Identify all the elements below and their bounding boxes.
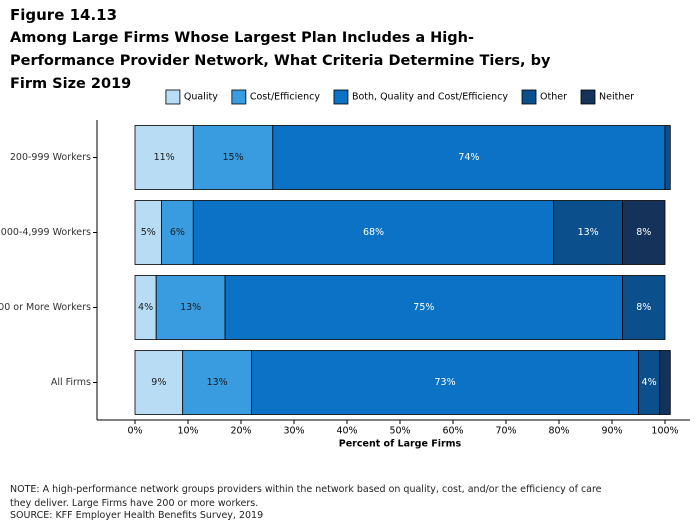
value-label: 4% [642, 377, 657, 388]
x-axis-label: Percent of Large Firms [339, 439, 462, 450]
legend-swatch [333, 89, 349, 105]
bar-segment [553, 200, 624, 265]
value-label: 13% [207, 377, 228, 388]
legend-swatch [165, 89, 181, 105]
value-label: 68% [363, 227, 384, 238]
chart: 0% 10% 20% 30% 40% 50% 60% 70% 80% 90% 100% Percent… [0, 89, 690, 450]
source: SOURCE: KFF Employer Health Benefits Sur… [10, 510, 264, 521]
bar-segment [622, 200, 666, 265]
y-tick-label: All Firms [51, 377, 91, 388]
legend-label: Cost/Efficiency [250, 92, 320, 103]
bar-segment [192, 200, 555, 265]
y-tick-label: 5,000 or More Workers [0, 302, 91, 313]
value-label: 9% [151, 377, 166, 388]
x-tick-label: 70% [495, 426, 516, 437]
legend-label: Quality [184, 92, 218, 103]
bar-segment [622, 275, 666, 340]
value-label: 73% [434, 377, 455, 388]
x-tick-label: 10% [177, 426, 198, 437]
x-tick-label: 20% [230, 426, 251, 437]
value-label: 13% [578, 227, 599, 238]
x-tick-label: 90% [601, 426, 622, 437]
x-tick-label: 100% [651, 426, 678, 437]
y-tick-label: 1,000-4,999 Workers [0, 227, 91, 238]
note: NOTE: A high-performance network groups … [10, 484, 602, 509]
legend-label: Neither [599, 92, 634, 103]
legend-swatch [231, 89, 247, 105]
bar-segment [272, 125, 666, 190]
value-label: 11% [154, 152, 175, 163]
bar-segment [134, 200, 162, 265]
bar-segment [134, 350, 184, 415]
bar-segment [224, 275, 624, 340]
legend-label: Other [540, 92, 567, 103]
x-tick-label: 30% [283, 426, 304, 437]
x-tick-label: 0% [127, 426, 142, 437]
value-label: 13% [180, 302, 201, 313]
value-label: 75% [413, 302, 434, 313]
legend-swatch [580, 89, 596, 105]
bar-segment [251, 350, 639, 415]
chart-title: Among Large Firms Whose Largest Plan Inc… [10, 30, 551, 92]
bar-segment [134, 125, 194, 190]
value-label: 6% [170, 227, 185, 238]
value-label: 8% [636, 302, 651, 313]
y-tick-label: 200-999 Workers [10, 152, 91, 163]
value-label: 15% [222, 152, 243, 163]
value-label: 8% [636, 227, 651, 238]
value-label: 74% [458, 152, 479, 163]
legend-swatch [521, 89, 537, 105]
value-label: 4% [138, 302, 153, 313]
bar-segment [659, 350, 671, 415]
x-tick-label: 50% [389, 426, 410, 437]
figure-label: Figure 14.13 [10, 6, 118, 24]
x-tick-label: 80% [548, 426, 569, 437]
x-tick-label: 60% [442, 426, 463, 437]
bar-segment [664, 125, 671, 190]
value-label: 5% [141, 227, 156, 238]
bar-segment [182, 350, 252, 415]
x-tick-label: 40% [336, 426, 357, 437]
legend-label: Both, Quality and Cost/Efficiency [352, 92, 508, 103]
bar-segment [192, 125, 274, 190]
